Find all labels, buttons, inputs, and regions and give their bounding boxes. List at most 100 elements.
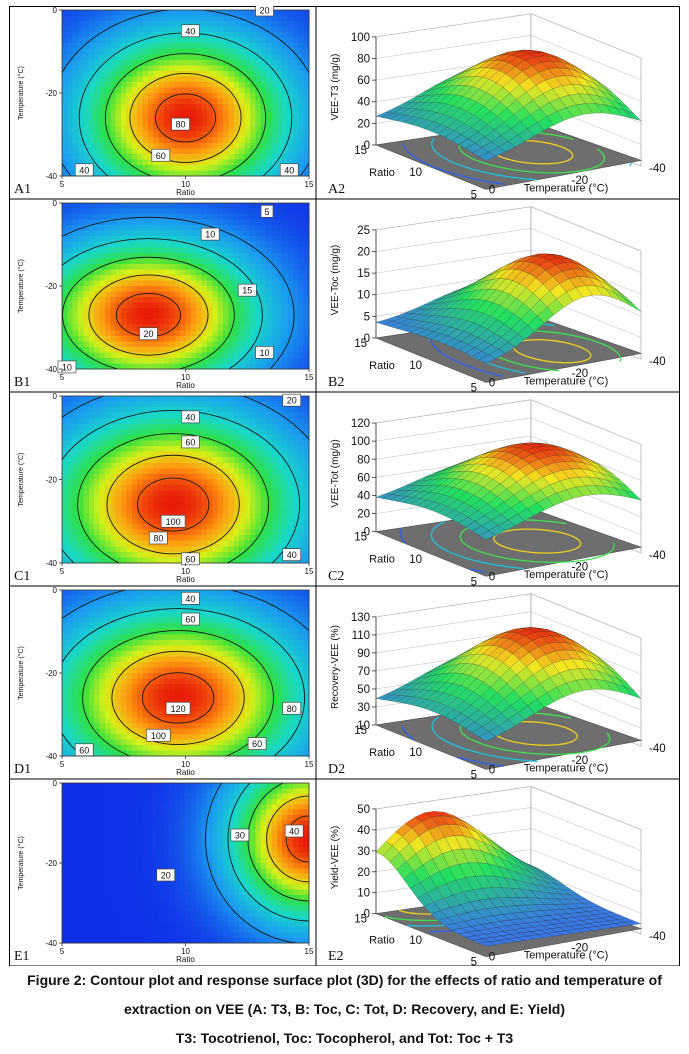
heatmap-cell <box>271 457 278 464</box>
heatmap-cell <box>266 330 273 337</box>
heatmap-cell <box>223 131 230 138</box>
heatmap-cell <box>83 263 90 270</box>
heatmap-cell <box>244 540 251 547</box>
heatmap-cell <box>72 236 79 243</box>
heatmap-cell <box>185 529 192 536</box>
heatmap-cell <box>271 451 278 458</box>
heatmap-cell <box>88 208 95 215</box>
heatmap-cell <box>233 48 240 55</box>
heatmap-cell <box>223 407 230 414</box>
heatmap-cell <box>131 451 138 458</box>
heatmap-cell <box>201 535 208 542</box>
heatmap-cell <box>88 120 95 127</box>
heatmap-cell <box>110 291 117 298</box>
heatmap-cell <box>196 324 203 331</box>
heatmap-cell <box>249 131 256 138</box>
heatmap-cell <box>212 65 219 72</box>
heatmap-cell <box>142 164 149 172</box>
heatmap-cell <box>88 59 95 66</box>
heatmap-cell <box>212 131 219 138</box>
heatmap-cell <box>244 137 251 144</box>
heatmap-cell <box>282 43 289 50</box>
heatmap-cell <box>271 501 278 508</box>
heatmap-cell <box>271 164 278 172</box>
heatmap-cell <box>303 148 310 155</box>
heatmap-cell <box>196 236 203 243</box>
heatmap-cell <box>217 457 224 464</box>
heatmap-cell <box>99 208 106 215</box>
heatmap-cell <box>266 65 273 72</box>
heatmap-cell <box>196 341 203 348</box>
heatmap-cell <box>99 407 106 414</box>
heatmap-cell <box>255 48 262 55</box>
heatmap-cell <box>292 341 299 348</box>
heatmap-cell <box>223 214 230 221</box>
heatmap-cell <box>228 263 235 270</box>
heatmap-cell <box>180 485 187 492</box>
heatmap-cell <box>244 269 251 276</box>
heatmap-cell <box>72 313 79 320</box>
heatmap-cell <box>72 485 79 492</box>
heatmap-cell <box>115 120 122 127</box>
heatmap-cell <box>244 524 251 531</box>
heatmap-cell <box>131 357 138 365</box>
heatmap-cell <box>174 496 181 503</box>
heatmap-cell <box>292 302 299 309</box>
heatmap-cell <box>110 81 117 89</box>
heatmap-cell <box>282 153 289 160</box>
heatmap-cell <box>99 352 106 359</box>
heatmap-cell <box>190 148 197 155</box>
heatmap-cell <box>88 518 95 525</box>
heatmap-cell <box>62 81 68 89</box>
heatmap-cell <box>142 241 149 248</box>
heatmap-cell <box>169 252 176 259</box>
heatmap-cell <box>174 109 181 116</box>
heatmap-cell <box>292 21 299 28</box>
heatmap-cell <box>88 148 95 155</box>
heatmap-cell <box>67 247 74 254</box>
heatmap-cell <box>223 43 230 50</box>
heatmap-cell <box>239 109 246 116</box>
heatmap-cell <box>126 26 133 33</box>
heatmap-cell <box>223 203 230 210</box>
heatmap-cell <box>260 76 267 83</box>
heatmap-cell <box>201 352 208 359</box>
heatmap-cell <box>110 225 117 232</box>
heatmap-cell <box>180 468 187 475</box>
heatmap-cell <box>260 48 267 55</box>
heatmap-cell <box>244 319 251 326</box>
heatmap-cell <box>88 26 95 33</box>
heatmap-cell <box>83 479 90 486</box>
heatmap-cell <box>185 37 192 44</box>
heatmap-cell <box>185 15 192 22</box>
heatmap-cell <box>88 32 95 39</box>
heatmap-cell <box>78 81 85 89</box>
heatmap-cell <box>255 286 262 293</box>
heatmap-cell <box>164 429 170 436</box>
heatmap-cell <box>137 225 144 232</box>
heatmap-cell <box>99 501 106 508</box>
heatmap-cell <box>287 501 294 508</box>
heatmap-cell <box>244 225 251 232</box>
heatmap-cell <box>142 446 149 453</box>
contour-line <box>129 72 242 163</box>
heatmap-cell <box>137 131 144 138</box>
heatmap-cell <box>180 131 187 138</box>
heatmap-cell <box>94 43 101 50</box>
heatmap-cell <box>287 43 294 50</box>
heatmap-cell <box>62 258 68 265</box>
heatmap-cell <box>147 501 154 508</box>
heatmap-cell <box>153 21 160 28</box>
heatmap-cell <box>110 286 117 293</box>
heatmap-cell <box>174 241 181 248</box>
heatmap-cell <box>255 540 262 547</box>
heatmap-cell <box>206 258 213 265</box>
heatmap-cell <box>249 65 256 72</box>
heatmap-cell <box>94 153 101 160</box>
heatmap-cell <box>158 319 165 326</box>
heatmap-cell <box>233 109 240 116</box>
heatmap-cell <box>174 412 181 419</box>
heatmap-cell <box>131 341 138 348</box>
heatmap-cell <box>196 142 203 149</box>
heatmap-cell <box>223 21 230 28</box>
